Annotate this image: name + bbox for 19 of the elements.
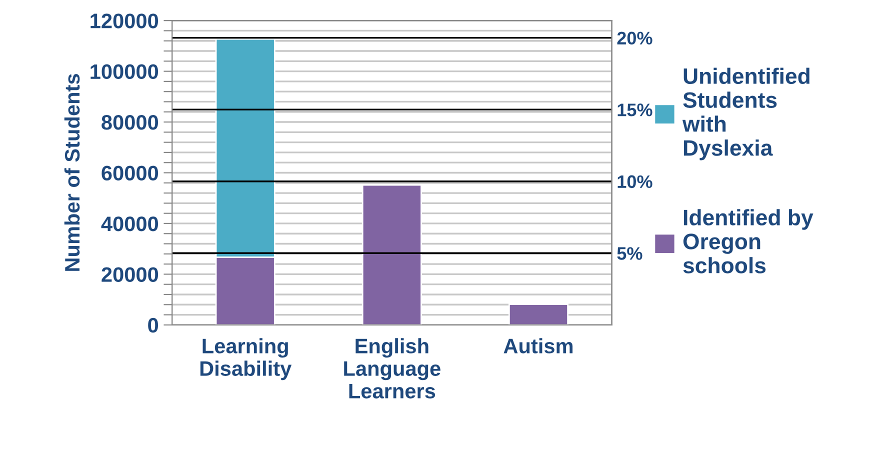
y2-tick-label: 20% bbox=[617, 32, 652, 45]
y-tick-label: 80000 bbox=[102, 115, 158, 130]
x-tick-label: Learning Disability bbox=[200, 338, 292, 380]
y2-tick-label: 5% bbox=[617, 247, 642, 260]
x-tick-label: English Language Learners bbox=[344, 338, 440, 398]
y-tick-label: 0 bbox=[148, 318, 158, 333]
y-tick-label: 100000 bbox=[90, 64, 158, 80]
y-tick-label: 40000 bbox=[101, 216, 158, 232]
bar bbox=[508, 303, 568, 325]
y-axis-title: Number of Students bbox=[64, 74, 80, 271]
legend-label: Unidentified Students with Dyslexia bbox=[682, 68, 810, 160]
y-tick-label: 120000 bbox=[90, 14, 158, 28]
legend-label: Identified by Oregon schools bbox=[683, 209, 814, 274]
y2-tick-label: 10% bbox=[618, 175, 652, 188]
bar bbox=[362, 184, 422, 325]
y-tick-label: 60000 bbox=[102, 166, 158, 180]
x-tick-label: Autism bbox=[504, 338, 573, 354]
y-tick-label: 20000 bbox=[102, 267, 158, 282]
y2-tick-label: 15% bbox=[618, 104, 652, 116]
